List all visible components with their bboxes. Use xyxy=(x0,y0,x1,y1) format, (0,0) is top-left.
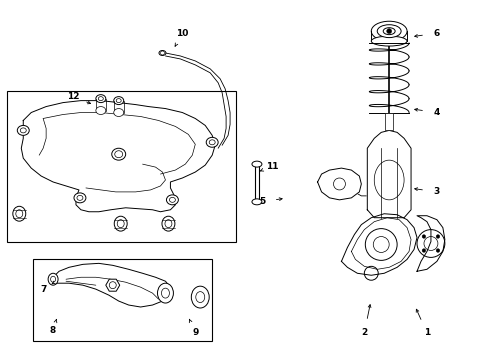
Circle shape xyxy=(422,249,426,252)
Ellipse shape xyxy=(112,148,125,160)
Ellipse shape xyxy=(17,125,29,135)
Text: 9: 9 xyxy=(192,328,198,337)
Text: 10: 10 xyxy=(176,29,189,38)
Circle shape xyxy=(387,29,392,33)
Polygon shape xyxy=(53,264,171,307)
Polygon shape xyxy=(21,100,215,212)
Circle shape xyxy=(436,249,440,252)
Text: 4: 4 xyxy=(434,108,440,117)
Ellipse shape xyxy=(96,107,106,114)
Ellipse shape xyxy=(252,161,262,167)
Ellipse shape xyxy=(191,286,209,308)
Ellipse shape xyxy=(371,36,407,46)
Ellipse shape xyxy=(48,273,58,285)
Ellipse shape xyxy=(252,199,262,205)
Text: 7: 7 xyxy=(40,285,47,294)
Ellipse shape xyxy=(114,109,123,117)
Text: 8: 8 xyxy=(50,326,56,335)
Text: 3: 3 xyxy=(434,188,440,197)
Bar xyxy=(7,91,236,242)
Bar xyxy=(385,113,393,130)
Ellipse shape xyxy=(159,50,166,55)
Bar xyxy=(33,260,212,341)
Polygon shape xyxy=(368,130,411,218)
Polygon shape xyxy=(342,214,417,275)
Text: 11: 11 xyxy=(266,162,278,171)
Ellipse shape xyxy=(114,96,123,105)
Text: 1: 1 xyxy=(424,328,430,337)
Ellipse shape xyxy=(13,206,26,221)
Text: 12: 12 xyxy=(67,92,79,101)
Ellipse shape xyxy=(74,193,86,203)
Ellipse shape xyxy=(96,95,106,103)
Ellipse shape xyxy=(383,28,395,35)
Circle shape xyxy=(436,235,440,238)
Ellipse shape xyxy=(162,216,175,231)
Polygon shape xyxy=(417,216,445,271)
Ellipse shape xyxy=(377,25,401,37)
Text: 2: 2 xyxy=(361,328,368,337)
Text: 6: 6 xyxy=(434,29,440,38)
Ellipse shape xyxy=(114,216,127,231)
Ellipse shape xyxy=(371,21,407,41)
Circle shape xyxy=(422,235,426,238)
Ellipse shape xyxy=(167,195,178,205)
Ellipse shape xyxy=(157,283,173,303)
Ellipse shape xyxy=(206,137,218,147)
Polygon shape xyxy=(318,168,361,200)
Text: 5: 5 xyxy=(259,197,265,206)
